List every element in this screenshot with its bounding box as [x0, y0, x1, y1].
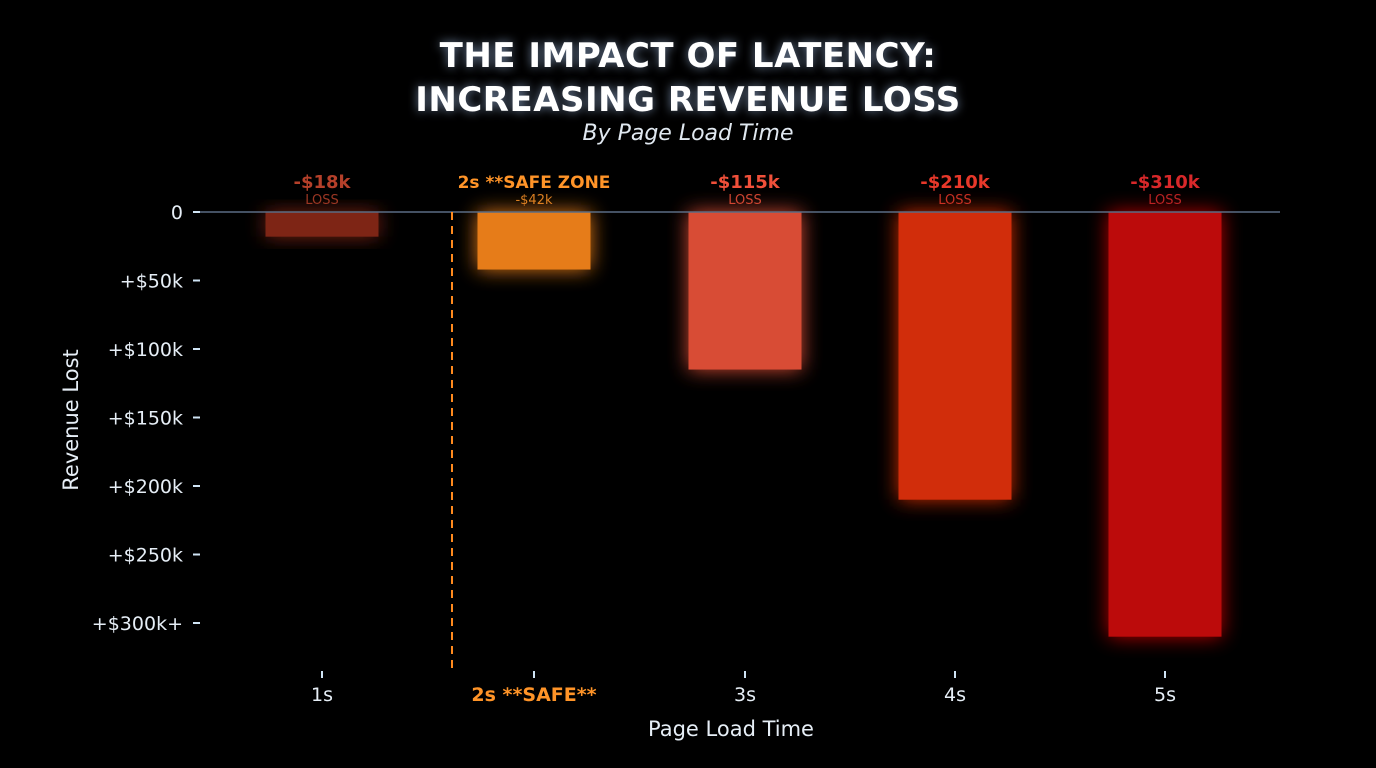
y-tick-label: +$300k+: [92, 613, 183, 635]
bar-note-label: LOSS: [938, 193, 972, 208]
x-tick-label: 2s **SAFE**: [471, 684, 596, 706]
bar-2s: [477, 212, 591, 270]
y-tick-label: +$50k: [120, 271, 183, 293]
y-tick-label: +$250k: [108, 545, 183, 567]
bar-value-label: -$210k: [920, 172, 991, 193]
bar-3s: [688, 212, 802, 370]
y-tick-label: 0: [171, 202, 183, 224]
bar-5s: [1108, 212, 1222, 637]
y-axis-label: Revenue Lost: [59, 349, 83, 490]
x-tick-label: 5s: [1154, 684, 1176, 706]
x-tick-label: 1s: [311, 684, 333, 706]
chart-subtitle: By Page Load Time: [582, 121, 794, 146]
x-axis-label: Page Load Time: [648, 717, 814, 741]
x-tick-label: 3s: [734, 684, 756, 706]
chart-title-line1: THE IMPACT OF LATENCY:: [439, 36, 937, 76]
bar-note-label: LOSS: [728, 193, 762, 208]
bar-value-label: -$18k: [293, 172, 351, 193]
bar-1s: [265, 212, 379, 237]
y-tick-label: +$200k: [108, 476, 183, 498]
chart-title-line2: INCREASING REVENUE LOSS: [415, 80, 961, 120]
x-tick-label: 4s: [944, 684, 966, 706]
bar-4s: [898, 212, 1012, 500]
bar-value-label: -$115k: [710, 172, 781, 193]
bar-note-label: LOSS: [305, 193, 339, 208]
bar-note-label: LOSS: [1148, 193, 1182, 208]
bar-value-label: 2s **SAFE ZONE: [458, 173, 611, 193]
y-tick-label: +$150k: [108, 408, 183, 430]
bar-note-label: -$42k: [515, 193, 553, 208]
y-tick-label: +$100k: [108, 339, 183, 361]
bar-value-label: -$310k: [1130, 172, 1201, 193]
